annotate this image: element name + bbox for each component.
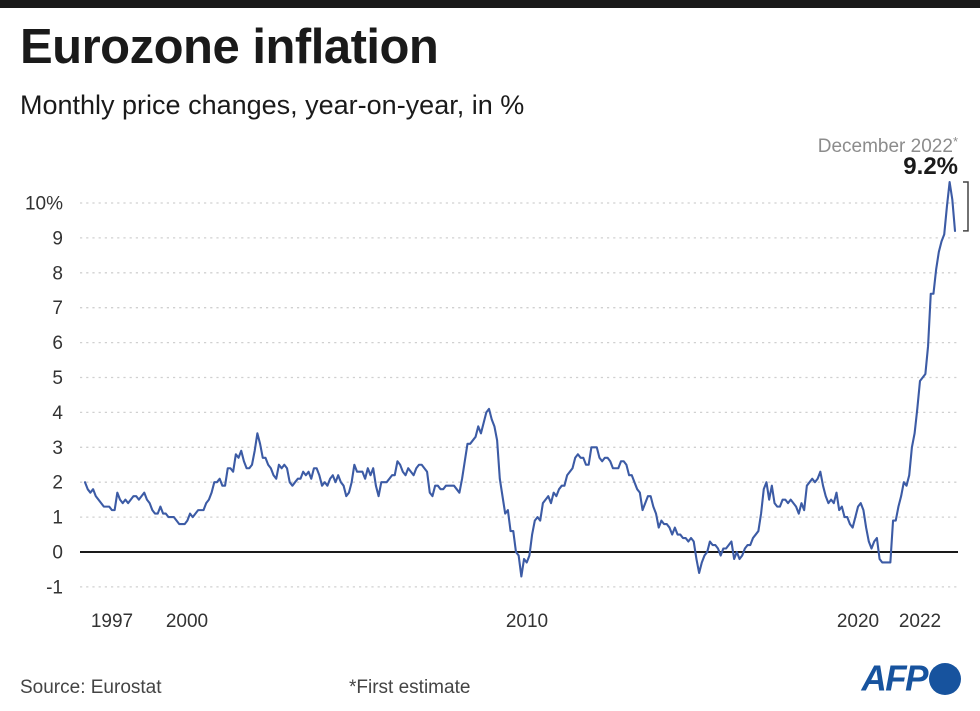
- svg-text:7: 7: [52, 298, 63, 319]
- svg-text:8: 8: [52, 263, 63, 284]
- svg-text:2: 2: [52, 473, 63, 494]
- svg-text:4: 4: [52, 403, 63, 424]
- svg-text:2010: 2010: [506, 611, 548, 632]
- svg-text:1: 1: [52, 508, 63, 529]
- svg-text:10%: 10%: [25, 194, 63, 215]
- svg-text:-1: -1: [46, 577, 63, 598]
- svg-text:2000: 2000: [166, 611, 208, 632]
- svg-text:6: 6: [52, 333, 63, 354]
- svg-text:1997: 1997: [91, 611, 133, 632]
- svg-text:9: 9: [52, 228, 63, 249]
- svg-text:5: 5: [52, 368, 63, 389]
- svg-text:9.2%: 9.2%: [903, 153, 958, 180]
- svg-text:2022: 2022: [899, 611, 941, 632]
- svg-text:0: 0: [52, 543, 63, 564]
- svg-text:2020: 2020: [837, 611, 879, 632]
- svg-text:3: 3: [52, 438, 63, 459]
